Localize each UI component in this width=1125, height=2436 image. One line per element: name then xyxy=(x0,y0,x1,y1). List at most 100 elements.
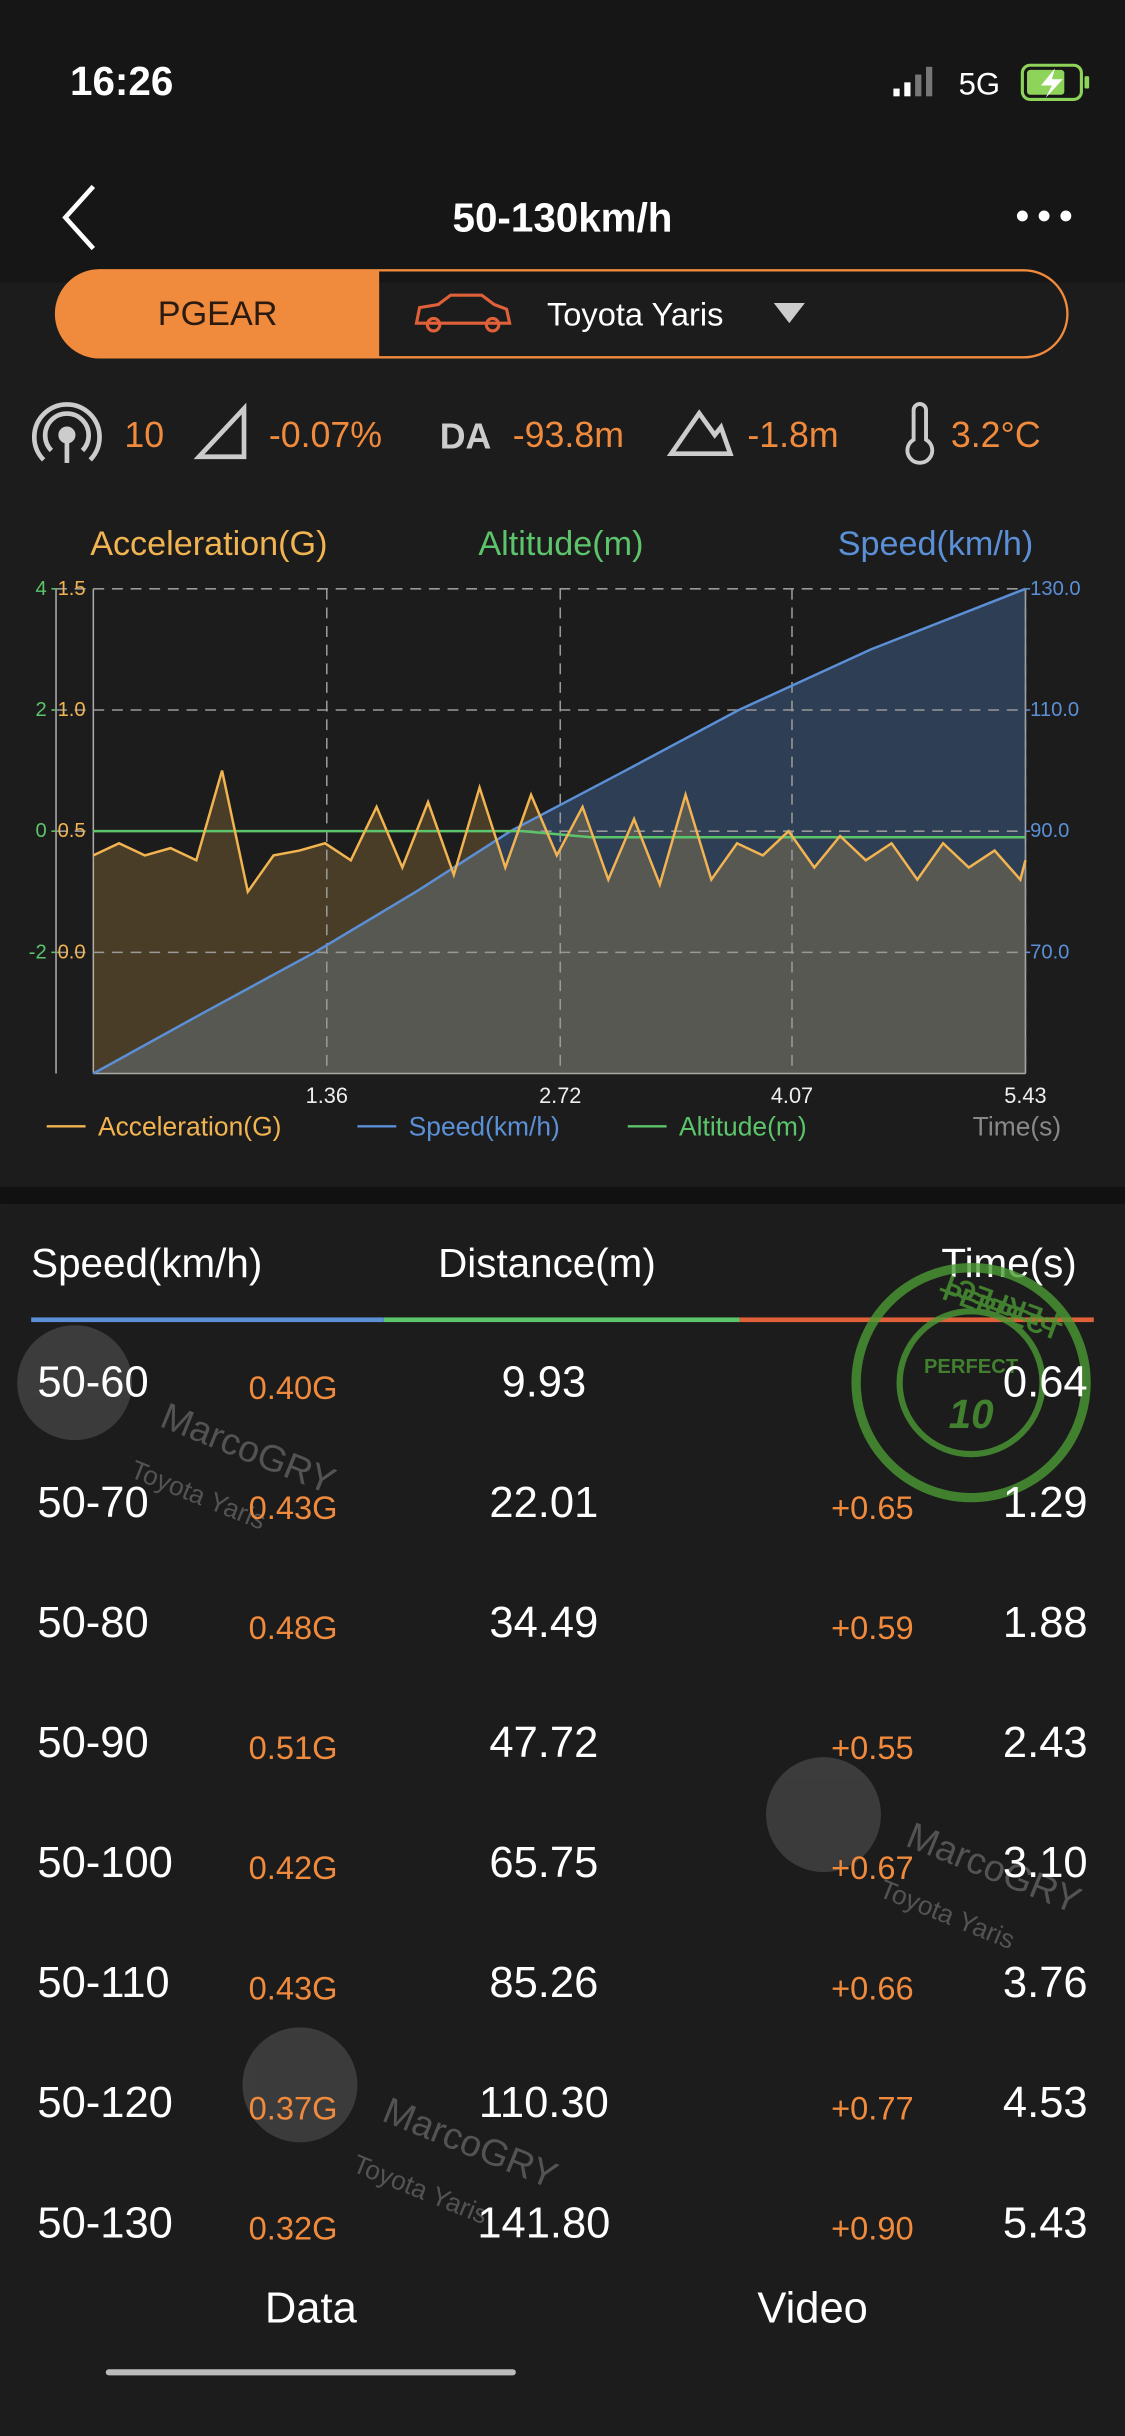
distance: 141.80 xyxy=(477,2199,610,2247)
speed-range: 50-130 xyxy=(37,2199,172,2247)
axis-title: Speed(km/h) xyxy=(838,525,1034,563)
chart: 1.5 1.0 0.5 0.0 130.0 110.0 90.0 70.0 4 2 0 -2 1.36 2… xyxy=(29,578,1081,1142)
y2-tick-label: 130.0 xyxy=(1030,578,1081,600)
distance: 47.72 xyxy=(489,1719,598,1767)
x-tick-label: 1.36 xyxy=(306,1083,348,1108)
legend-label: Acceleration(G) xyxy=(98,1111,281,1141)
time: 3.10 xyxy=(1003,1839,1088,1887)
y-tick-label: 0.5 xyxy=(58,820,86,842)
g-force: 0.43G xyxy=(249,1969,338,2006)
column-header: Distance(m) xyxy=(438,1240,656,1286)
y-tick-label: 1.5 xyxy=(58,578,86,600)
clock: 16:26 xyxy=(70,58,173,104)
y3-tick-label: 2 xyxy=(35,699,46,721)
legend-label: Speed(km/h) xyxy=(409,1111,560,1141)
density-altitude: -93.8m xyxy=(513,415,624,455)
speed-range: 50-120 xyxy=(37,2079,172,2127)
area-fill xyxy=(93,770,1026,1074)
mode: PGEAR xyxy=(158,295,278,333)
x-tick-label: 2.72 xyxy=(539,1083,581,1108)
back-button[interactable] xyxy=(62,184,96,251)
speed-range: 50-80 xyxy=(37,1599,148,1647)
y3-tick-label: -2 xyxy=(29,941,47,963)
axis-title: Altitude(m) xyxy=(478,525,643,563)
distance: 110.30 xyxy=(479,2079,609,2127)
thermometer-icon xyxy=(905,402,935,465)
header-underline xyxy=(739,1317,1094,1323)
g-force: 0.40G xyxy=(249,1369,338,1406)
time: 2.43 xyxy=(1003,1719,1088,1767)
time: 1.88 xyxy=(1003,1599,1088,1647)
tab[interactable]: Video xyxy=(757,2285,867,2333)
tab[interactable]: Data xyxy=(265,2285,358,2333)
series-line xyxy=(92,770,1027,895)
axis-title: Acceleration(G) xyxy=(90,525,327,563)
da-label: DA xyxy=(440,417,492,457)
x-axis-title: Time(s) xyxy=(973,1111,1062,1141)
speed-range: 50-70 xyxy=(37,1479,148,1527)
y-tick-label: 0.0 xyxy=(58,941,86,963)
dropdown-arrow[interactable] xyxy=(773,302,805,324)
time-delta: +0.65 xyxy=(831,1489,914,1526)
header-underline xyxy=(383,1317,740,1323)
stamp-score: 10 xyxy=(949,1391,994,1437)
separator xyxy=(0,1186,1125,1205)
g-force: 0.43G xyxy=(249,1489,338,1526)
satellite-icon xyxy=(32,402,102,463)
y3-tick-label: 4 xyxy=(35,578,46,600)
temperature: 3.2°C xyxy=(951,415,1041,455)
satellites: 10 xyxy=(124,415,164,455)
time-delta: +0.67 xyxy=(831,1849,914,1886)
slope-icon xyxy=(193,402,247,460)
network: 5G xyxy=(959,66,1000,101)
slope: -0.07% xyxy=(269,415,382,455)
time: 4.53 xyxy=(1003,2079,1088,2127)
car-name[interactable]: Toyota Yaris xyxy=(547,295,723,332)
stamp-word: PERFECT xyxy=(924,1356,1019,1378)
top-bar xyxy=(0,0,1125,283)
g-force: 0.48G xyxy=(249,1609,338,1646)
y2-tick-label: 90.0 xyxy=(1030,820,1069,842)
series-line xyxy=(93,829,1026,839)
results-table: 50-60 0.40G 9.93 0.64 50-70 0.43G 22.01 +0.65 1.… xyxy=(37,1359,1087,2248)
speed-range: 50-60 xyxy=(37,1359,148,1407)
battery-icon xyxy=(1020,63,1090,101)
time-delta: +0.59 xyxy=(831,1609,914,1646)
y-tick-label: 1.0 xyxy=(58,699,86,721)
speed-range: 50-100 xyxy=(37,1839,172,1887)
y2-tick-label: 110.0 xyxy=(1030,699,1079,721)
distance: 34.49 xyxy=(489,1599,598,1647)
time-delta: +0.55 xyxy=(831,1729,914,1766)
time-delta: +0.90 xyxy=(831,2209,914,2246)
time: 1.29 xyxy=(1003,1479,1088,1527)
x-tick-label: 5.43 xyxy=(1004,1083,1046,1108)
distance: 22.01 xyxy=(489,1479,598,1527)
x-tick-label: 4.07 xyxy=(771,1083,813,1108)
distance: 65.75 xyxy=(489,1839,598,1887)
time: 0.64 xyxy=(1003,1359,1088,1407)
speed-range: 50-90 xyxy=(37,1719,148,1767)
time-delta: +0.66 xyxy=(831,1969,914,2006)
altitude: -1.8m xyxy=(747,415,838,455)
time-delta: +0.77 xyxy=(831,2089,914,2126)
header-underline xyxy=(31,1317,384,1323)
time: 3.76 xyxy=(1003,1959,1088,2007)
signal-icon xyxy=(893,66,933,97)
more-button[interactable] xyxy=(1016,210,1072,222)
speed-range: 50-110 xyxy=(37,1959,169,2007)
tab-indicator xyxy=(105,2369,516,2376)
time: 5.43 xyxy=(1003,2199,1088,2247)
g-force: 0.32G xyxy=(249,2209,338,2246)
g-force: 0.42G xyxy=(249,1849,338,1886)
car-icon xyxy=(414,293,512,333)
page-title: 50-130km/h xyxy=(453,194,673,240)
altitude-icon xyxy=(666,409,734,456)
g-force: 0.37G xyxy=(249,2089,338,2126)
distance: 85.26 xyxy=(489,1959,598,2007)
mode-button[interactable] xyxy=(56,270,380,358)
g-force: 0.51G xyxy=(249,1729,338,1766)
